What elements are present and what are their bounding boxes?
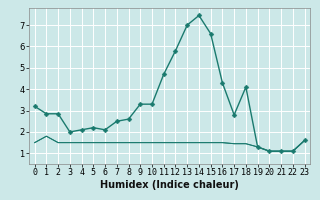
X-axis label: Humidex (Indice chaleur): Humidex (Indice chaleur) [100,180,239,190]
